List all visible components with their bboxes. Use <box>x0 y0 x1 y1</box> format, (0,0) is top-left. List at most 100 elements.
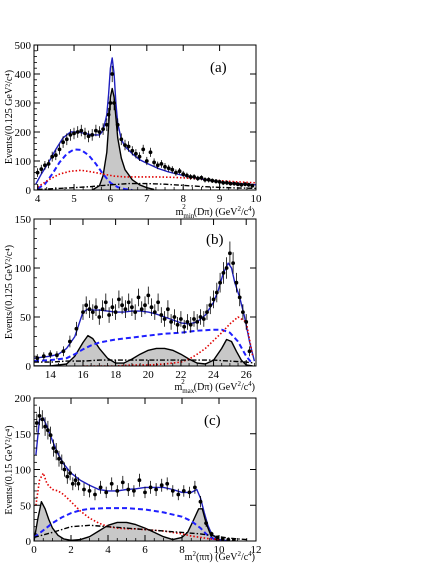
panel-c-data-point <box>43 424 47 429</box>
panel-c-ytick-label: 0 <box>26 536 32 548</box>
panel-c-data-point <box>70 481 75 486</box>
panel-a-data-point <box>112 101 116 105</box>
panel-a-data-point <box>152 160 157 165</box>
panel-c-xtick-label: 4 <box>105 544 111 556</box>
panel-b-ytick-label: 50 <box>20 312 32 324</box>
panel-b-data-point <box>68 339 72 344</box>
panel-a-data-point <box>43 163 47 168</box>
panel-c-data-point <box>231 538 236 541</box>
panel-b-data-point <box>55 353 59 358</box>
panel-a-ytick-label: 200 <box>15 127 32 139</box>
panel-a-data-point <box>203 177 207 182</box>
panel-a-data-point <box>64 137 69 142</box>
panel-c-data-point <box>54 449 59 454</box>
panel-b-data-point <box>107 313 111 317</box>
panel-c-data-point <box>220 537 225 541</box>
panel-b-data-point <box>143 303 147 308</box>
panel-b-component-dashed-line <box>34 328 254 365</box>
panel-c-component-dashed-line <box>34 507 220 541</box>
panel-c-component-dotted-line <box>35 472 220 541</box>
panel-b-xtick-label: 16 <box>77 369 89 381</box>
panel-a-data-point <box>90 133 95 137</box>
panel-b-label: (b) <box>206 232 224 248</box>
panel-c-data-point <box>154 487 159 492</box>
panel-c-data-point <box>73 478 78 483</box>
panel-a-data-point <box>225 180 229 185</box>
panel-b-xtick-label: 26 <box>241 369 253 381</box>
panel-c-data-point <box>87 489 92 493</box>
panel-a-signal-peak-line <box>91 87 155 190</box>
panel-b-data-point <box>172 315 177 319</box>
panel-b-data-point <box>81 310 85 314</box>
panel-c-data-point <box>126 487 131 492</box>
panel-b-data-point <box>117 297 121 302</box>
panel-b-data-point <box>110 305 115 310</box>
panel-b-data-point <box>159 313 164 317</box>
panel-a-xlabel-sup4: 4 <box>248 205 252 213</box>
panel-a-data-point <box>170 167 175 172</box>
panel-a-data-point <box>83 131 87 136</box>
panel-c-data-point <box>68 471 72 475</box>
panel-a-data-point <box>75 130 80 134</box>
panel-c-xtick-label: 6 <box>142 544 148 556</box>
panel-c-xtick-label: 2 <box>68 544 74 556</box>
panel-a-data-point <box>94 128 98 133</box>
panel-b-ytick-label: 100 <box>15 263 32 275</box>
panel-c-data-point <box>65 474 70 479</box>
panel-b-data-point <box>166 307 170 312</box>
panel-a-data-point <box>57 147 62 152</box>
panel-c-data-point <box>115 489 120 493</box>
panel-a-data-point <box>61 140 65 145</box>
panel-a-data-point <box>39 167 44 172</box>
panel-b-ytick-label: 0 <box>26 361 32 373</box>
panel-b-data-point <box>87 307 92 312</box>
panel-c-xtick-label: 10 <box>214 544 226 556</box>
panel-c-data-point <box>98 485 103 490</box>
panel-a-data-point <box>188 175 193 179</box>
panel-a-xtick-label: 9 <box>217 193 223 205</box>
panel-a-data-point <box>232 181 237 186</box>
panel-b-data-point <box>188 322 193 327</box>
panel-c-data-point <box>165 481 170 486</box>
panel-a-xtick-label: 5 <box>71 193 77 205</box>
panel-a-data-point <box>214 179 218 184</box>
panel-b-background-line <box>34 359 255 364</box>
panel-b-xlabel: mmax2 (Dπ) (GeV2/c4) <box>174 378 255 395</box>
panel-a-data-point <box>115 122 120 127</box>
panel-c-data-point <box>204 521 209 525</box>
panel-a-xlabel-sup2: 2 <box>237 205 241 213</box>
panel-c-xlabel-sup2: 2 <box>237 550 241 558</box>
panel-a-data-point <box>228 181 233 186</box>
panel-a-data-point <box>199 175 204 180</box>
panel-c-xtick-label: 0 <box>31 544 37 556</box>
panel-b-data-point <box>198 315 203 319</box>
panel-b-data-point <box>182 324 187 329</box>
panel-b-total-fit-line <box>34 262 256 362</box>
panel-b-xlabel-unit2: /c <box>241 382 249 393</box>
panel-b-data-point <box>214 290 219 295</box>
panel-a-xtick-label: 8 <box>180 193 186 205</box>
panel-a-data-point <box>134 151 138 156</box>
panel-a-data-point <box>221 180 226 185</box>
panel-c-data-point <box>181 489 186 493</box>
panel-a-data-point <box>46 162 51 166</box>
panel-c-data-point <box>34 421 39 425</box>
panel-c-data-point <box>215 535 220 540</box>
panel-a-data-point <box>163 164 167 169</box>
panel-b-xlabel-sub: max <box>182 387 195 395</box>
panel-b-data-point <box>237 295 242 300</box>
panel-a-data-point <box>110 72 115 76</box>
panel-a-xlabel-unit4: ) <box>252 207 255 218</box>
panel-c-data-point <box>198 499 203 504</box>
panel-a-data-point <box>206 177 211 182</box>
panel-b-data-point <box>179 317 183 321</box>
panel-a-xlabel-unit2: /c <box>241 207 249 218</box>
panel-b-data-point <box>185 320 190 324</box>
panel-a-data-point <box>159 162 164 166</box>
panel-c-ytick-label: 200 <box>15 393 32 405</box>
panel-b-plot <box>34 241 256 366</box>
